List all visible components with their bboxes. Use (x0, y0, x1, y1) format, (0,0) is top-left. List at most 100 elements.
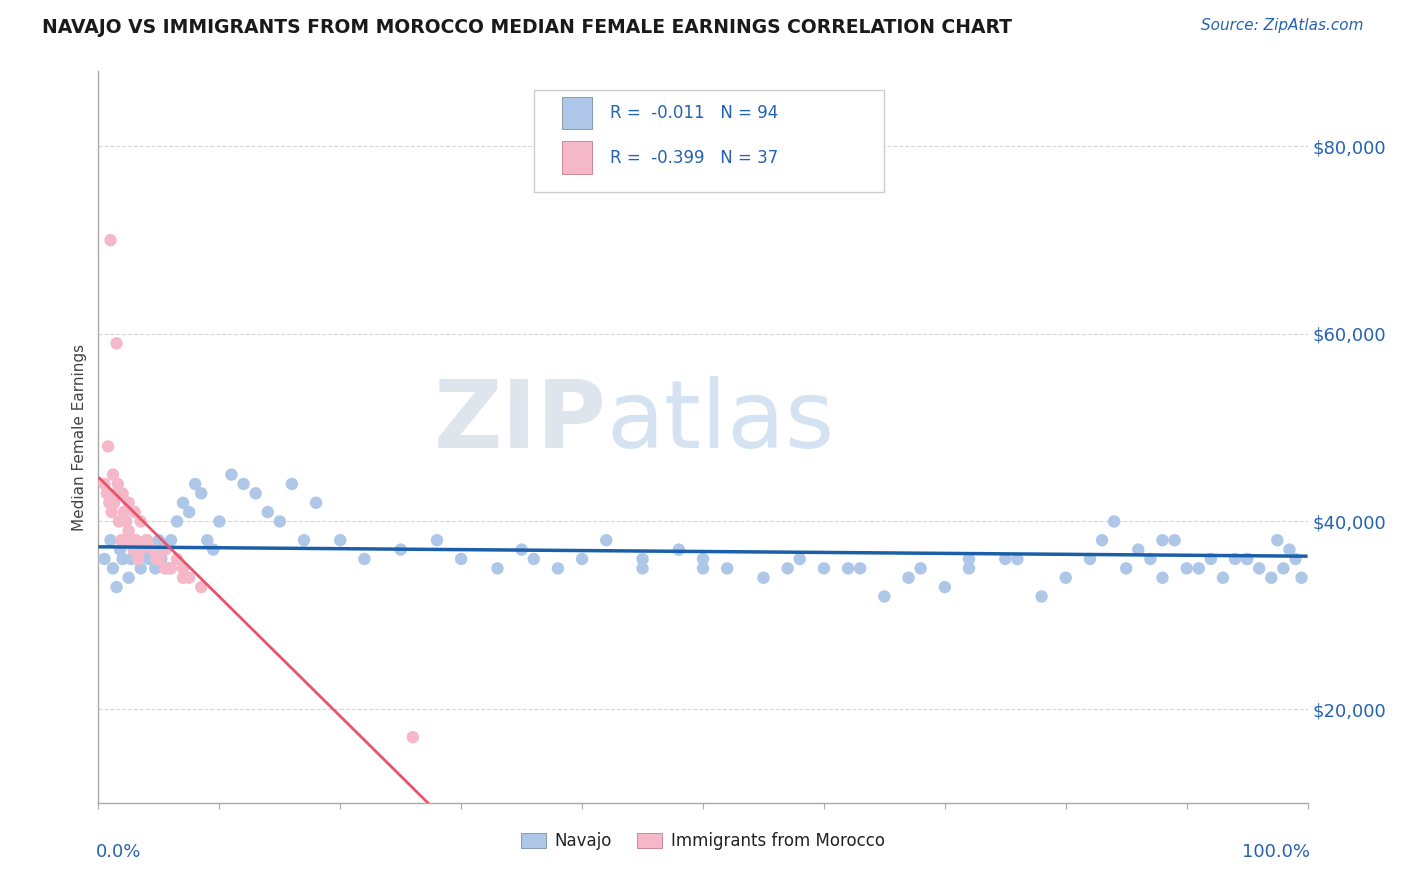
Point (120, 533, 142, 548)
Point (138, 552, 160, 566)
Point (142, 542, 165, 557)
Point (179, 571, 201, 585)
Point (1249, 561, 1271, 575)
Point (114, 533, 136, 548)
Point (93, 477, 115, 491)
Text: R =  -0.399   N = 37: R = -0.399 N = 37 (610, 149, 778, 167)
Point (1102, 515, 1125, 529)
Point (97, 440, 120, 454)
Point (957, 552, 980, 566)
Point (631, 552, 654, 566)
Point (1236, 552, 1258, 566)
Point (96, 486, 118, 500)
Point (1078, 552, 1101, 566)
Point (595, 533, 617, 548)
Point (111, 486, 134, 500)
Point (1152, 571, 1174, 585)
Point (1278, 542, 1301, 557)
Point (153, 561, 176, 575)
Point (115, 515, 138, 529)
Point (426, 533, 449, 548)
Point (1236, 552, 1258, 566)
Point (127, 552, 149, 566)
Text: Source: ZipAtlas.com: Source: ZipAtlas.com (1201, 18, 1364, 33)
Point (112, 505, 135, 519)
Point (1188, 561, 1211, 575)
Text: atlas: atlas (606, 376, 835, 468)
Point (1199, 552, 1222, 566)
Point (101, 561, 124, 575)
Point (103, 496, 125, 510)
Point (571, 552, 593, 566)
Point (402, 730, 425, 744)
Point (160, 561, 183, 575)
Point (100, 533, 122, 548)
Point (631, 561, 654, 575)
Point (256, 505, 278, 519)
Point (281, 477, 304, 491)
Point (135, 533, 157, 548)
Point (208, 515, 231, 529)
Y-axis label: Median Female Earnings: Median Female Earnings (72, 343, 87, 531)
Point (221, 467, 243, 482)
Point (125, 533, 148, 548)
Text: ZIP: ZIP (433, 376, 606, 468)
Point (132, 542, 155, 557)
Point (1175, 561, 1198, 575)
Point (934, 580, 956, 594)
Point (184, 477, 207, 491)
Point (148, 533, 170, 548)
Point (897, 571, 920, 585)
Point (110, 533, 132, 548)
Point (1152, 533, 1174, 548)
Legend: Navajo, Immigrants from Morocco: Navajo, Immigrants from Morocco (515, 825, 891, 856)
Point (135, 533, 157, 548)
Point (100, 505, 122, 519)
Point (157, 561, 180, 575)
Point (124, 505, 146, 519)
Point (150, 552, 173, 566)
Point (1267, 533, 1289, 548)
Point (118, 524, 141, 538)
Point (957, 561, 980, 575)
Point (1163, 533, 1185, 548)
Text: NAVAJO VS IMMIGRANTS FROM MOROCCO MEDIAN FEMALE EARNINGS CORRELATION CHART: NAVAJO VS IMMIGRANTS FROM MOROCCO MEDIAN… (42, 18, 1012, 37)
Point (105, 486, 128, 500)
Point (752, 571, 775, 585)
Point (172, 561, 194, 575)
Point (1284, 552, 1306, 566)
Bar (561, 96, 592, 129)
Point (813, 561, 835, 575)
Point (292, 533, 315, 548)
Point (105, 336, 128, 351)
Point (873, 590, 896, 604)
Point (108, 515, 131, 529)
Point (148, 552, 170, 566)
Point (692, 552, 714, 566)
Point (1272, 561, 1295, 575)
Point (353, 552, 375, 566)
Point (202, 542, 225, 557)
Point (389, 542, 412, 557)
Point (111, 552, 134, 566)
Point (668, 542, 690, 557)
Text: 0.0%: 0.0% (96, 843, 142, 861)
Point (1091, 533, 1114, 548)
Point (127, 552, 149, 566)
Point (837, 561, 859, 575)
Point (105, 580, 128, 594)
Point (269, 515, 291, 529)
Point (179, 505, 201, 519)
Point (1115, 561, 1137, 575)
Point (118, 496, 141, 510)
Point (100, 233, 122, 247)
Point (93, 552, 115, 566)
Point (1054, 571, 1077, 585)
Point (98, 496, 121, 510)
Point (1128, 542, 1150, 557)
Point (1007, 552, 1029, 566)
Point (160, 533, 183, 548)
Point (910, 561, 932, 575)
Point (195, 533, 218, 548)
Point (107, 477, 129, 491)
